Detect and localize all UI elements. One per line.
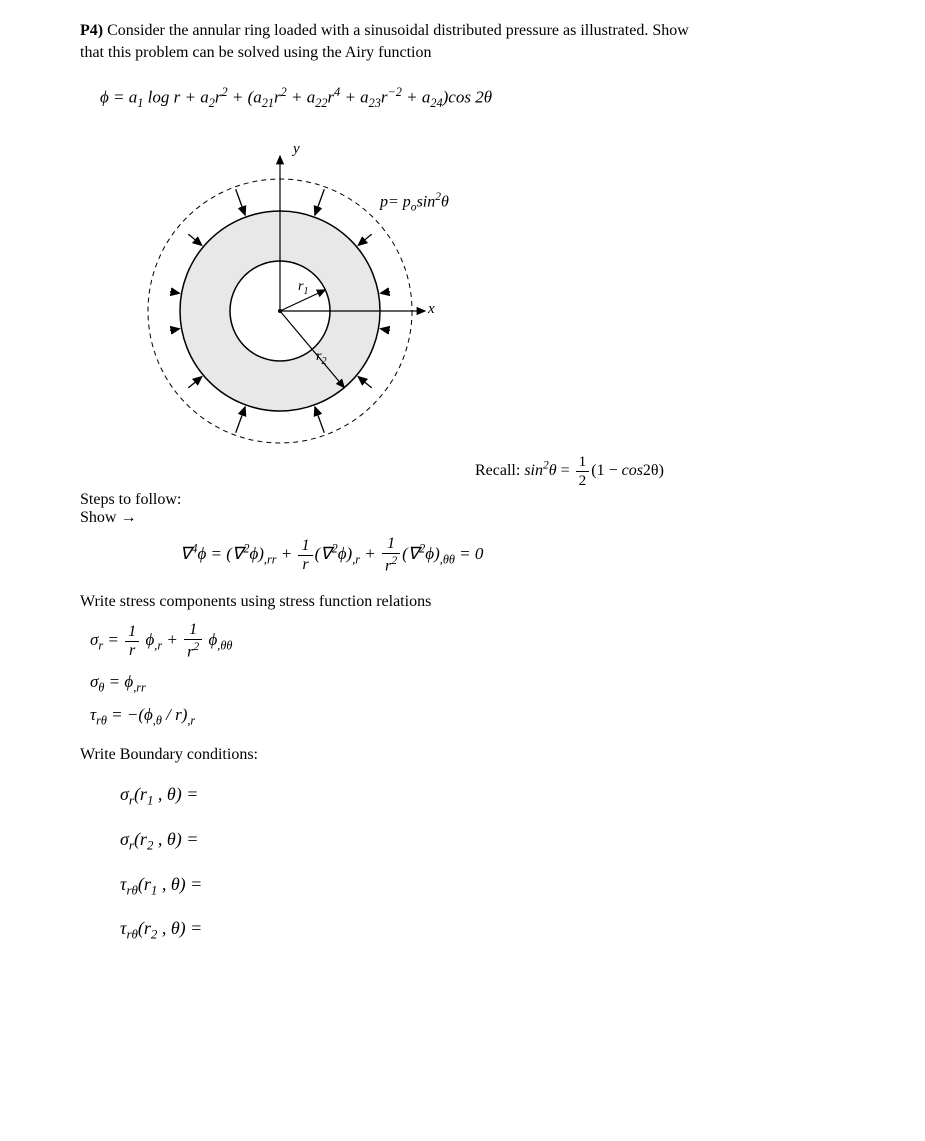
r2-label: r2: [316, 349, 327, 367]
bc-tau-r2: τrθ(r2 , θ) =: [120, 918, 845, 943]
bc-sigma-r1: σr(r1 , θ) =: [120, 784, 845, 809]
bc-header: Write Boundary conditions:: [80, 746, 845, 764]
annular-ring-figure: p= posin2θ x y r1 r2 Recall: sin2θ = 12(…: [80, 131, 845, 471]
r1-label: r1: [298, 279, 309, 297]
y-axis-label: y: [293, 141, 300, 158]
sigma-r-equation: σr = 1r ϕ,r + 1r2 ϕ,θθ: [90, 621, 845, 661]
problem-text-1: Consider the annular ring loaded with a …: [103, 22, 689, 39]
recall-identity: Recall: sin2θ = 12(1 − cos2θ): [475, 453, 664, 490]
problem-text-2: that this problem can be solved using th…: [80, 44, 432, 61]
bc-tau-r1: τrθ(r1 , θ) =: [120, 874, 845, 899]
ring-svg: [80, 131, 440, 471]
steps-header: Steps to follow: Show →: [80, 491, 845, 527]
airy-function-equation: ϕ = a1 log r + a2r2 + (a21r2 + a22r4 + a…: [100, 85, 845, 111]
biharmonic-equation: ∇4ϕ = (∇2ϕ),rr + 1r(∇2ϕ),r + 1r2(∇2ϕ),θθ…: [180, 535, 845, 575]
stress-components-header: Write stress components using stress fun…: [80, 593, 845, 611]
x-axis-label: x: [428, 301, 435, 318]
sigma-theta-equation: σθ = ϕ,rr: [90, 672, 845, 695]
tau-equation: τrθ = −(ϕ,θ / r),r: [90, 705, 845, 728]
problem-statement: P4) Consider the annular ring loaded wit…: [80, 20, 845, 65]
bc-sigma-r2: σr(r2 , θ) =: [120, 829, 845, 854]
pressure-label: p= posin2θ: [380, 191, 449, 214]
problem-label: P4): [80, 22, 103, 39]
